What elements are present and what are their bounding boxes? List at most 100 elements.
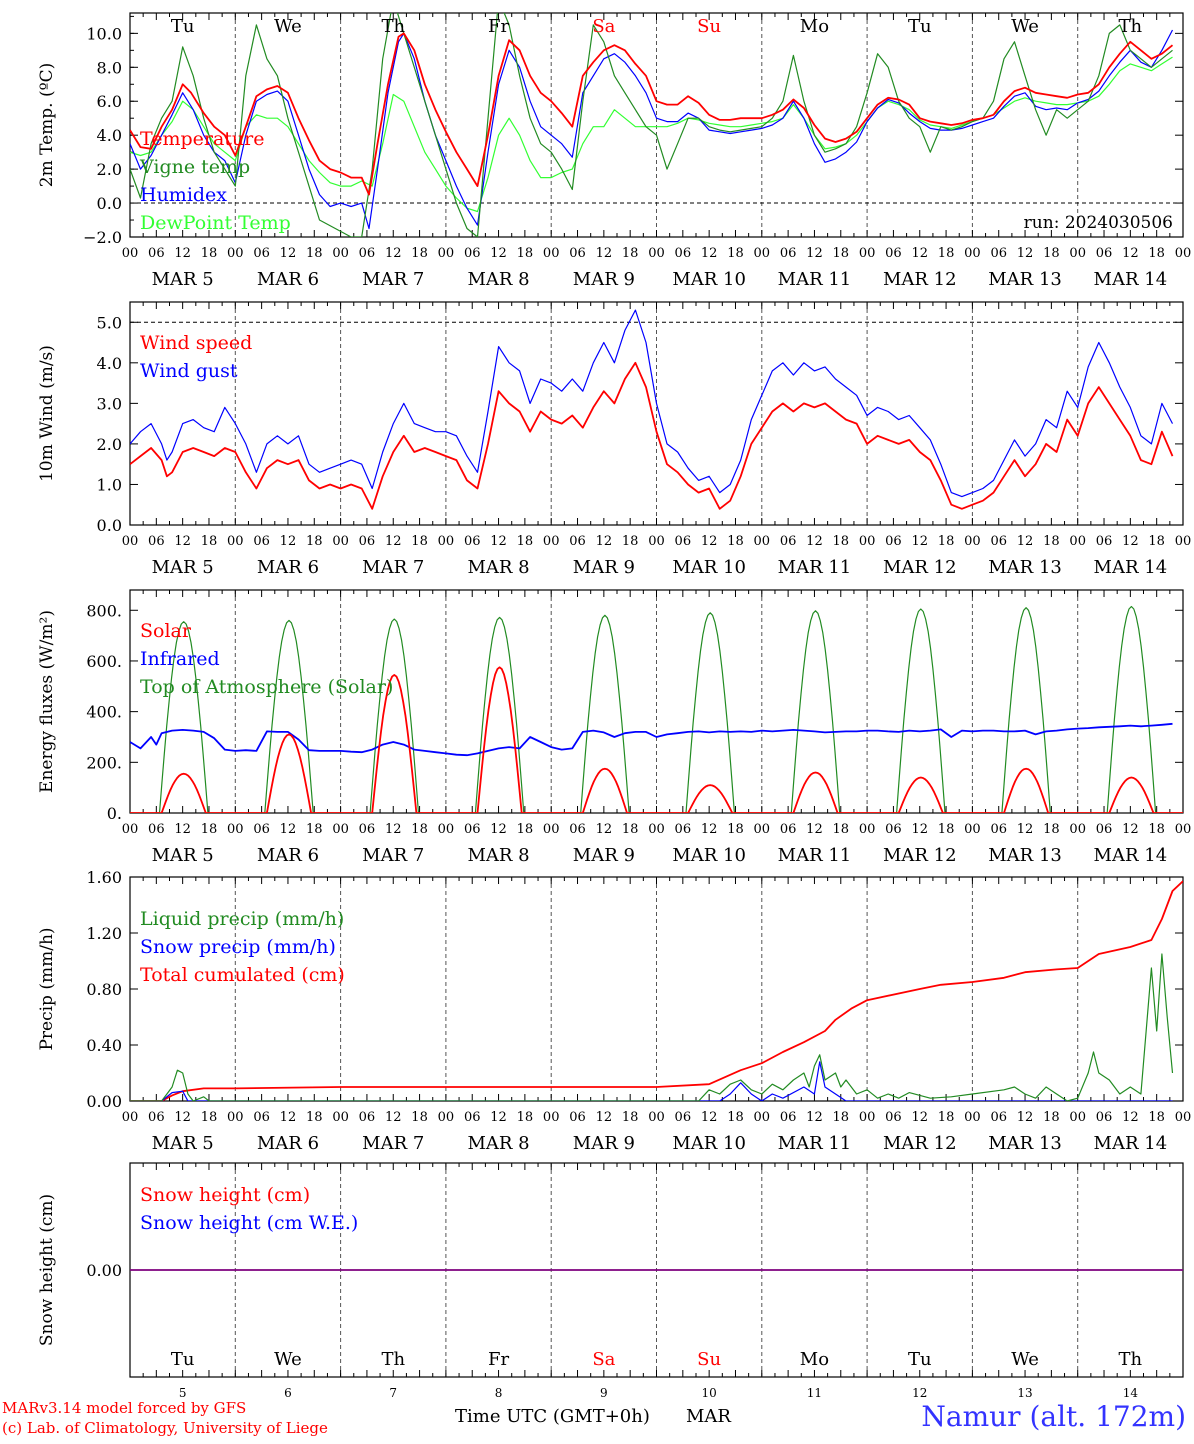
- hour-tick-label: 00: [227, 1110, 244, 1125]
- hour-tick-label: 18: [1043, 534, 1060, 549]
- date-label: MAR 11: [778, 557, 852, 578]
- hour-tick-label: 18: [306, 246, 323, 261]
- hour-tick-label: 06: [1096, 246, 1113, 261]
- hour-tick-label: 12: [596, 822, 613, 837]
- hour-tick-label: 06: [675, 1110, 692, 1125]
- series-line-solar: [130, 666, 1183, 813]
- hour-tick-label: 12: [1122, 246, 1139, 261]
- day-number-label: 6: [284, 1386, 292, 1400]
- date-label: MAR 9: [573, 1133, 635, 1154]
- hour-tick-label: 18: [833, 534, 850, 549]
- date-label: MAR 13: [988, 557, 1062, 578]
- month-label: MAR: [686, 1406, 731, 1427]
- date-label: MAR 10: [672, 269, 746, 290]
- date-label: MAR 8: [467, 269, 529, 290]
- day-name-label: Mo: [800, 1349, 829, 1370]
- hour-tick-label: 06: [253, 822, 270, 837]
- y-tick-label: −2.0: [83, 228, 122, 247]
- date-label: MAR 5: [152, 557, 214, 578]
- legend-entry: Wind speed: [140, 332, 252, 354]
- hour-tick-label: 06: [885, 1110, 902, 1125]
- legend-entry: Liquid precip (mm/h): [140, 908, 344, 930]
- date-label: MAR 11: [778, 1133, 852, 1154]
- hour-tick-label: 00: [543, 822, 560, 837]
- hour-tick-label: 06: [1096, 822, 1113, 837]
- series-line-wind-gust: [130, 309, 1174, 498]
- legend-entry: Humidex: [140, 184, 227, 206]
- hour-tick-label: 00: [227, 822, 244, 837]
- hour-tick-label: 12: [911, 1110, 928, 1125]
- hour-tick-label: 12: [596, 246, 613, 261]
- hour-tick-label: 06: [990, 534, 1007, 549]
- hour-tick-label: 00: [438, 246, 455, 261]
- hour-tick-label: 06: [675, 534, 692, 549]
- hour-tick-label: 18: [833, 822, 850, 837]
- hour-tick-label: 00: [964, 1110, 981, 1125]
- series-group: [130, 880, 1183, 1101]
- y-axis-label: Energy fluxes (W/m²): [37, 610, 57, 793]
- y-tick-label: 0.: [107, 804, 122, 823]
- series-line-snow-precip-mm-h-: [130, 1061, 1173, 1101]
- hour-tick-label: 18: [1148, 534, 1165, 549]
- hour-tick-label: 18: [1148, 1110, 1165, 1125]
- hour-tick-label: 18: [833, 1110, 850, 1125]
- day-number-label: 7: [389, 1386, 397, 1400]
- hour-tick-label: 12: [1122, 822, 1139, 837]
- date-label: MAR 11: [778, 269, 852, 290]
- run-label: run: 2024030506: [1024, 213, 1173, 233]
- day-name-label: Fr: [488, 16, 509, 37]
- series-line-humidex: [130, 29, 1174, 230]
- hour-tick-label: 12: [701, 246, 718, 261]
- hour-tick-label: 06: [780, 1110, 797, 1125]
- day-name-label: Sa: [592, 16, 615, 37]
- panel-precip: 1.60 1.20 0.80 0.40 0.00 Precip (mm/h) Liquid …: [37, 868, 1191, 1154]
- day-number-label: 12: [912, 1386, 927, 1400]
- hour-tick-label: 18: [517, 822, 534, 837]
- hour-tick-label: 06: [569, 534, 586, 549]
- day-name-label: We: [274, 16, 302, 37]
- hour-tick-label: 00: [1175, 246, 1192, 261]
- hour-tick-label: 06: [885, 822, 902, 837]
- date-label: MAR 6: [257, 269, 319, 290]
- hour-tick-label: 00: [964, 822, 981, 837]
- y-tick-label: 1.20: [86, 924, 122, 943]
- series-group: [130, 309, 1174, 510]
- panel-snow: 0.00 Snow height (cm) Snow height (cm) Snow…: [37, 1162, 1184, 1400]
- hour-tick-label: 06: [253, 534, 270, 549]
- hour-tick-label: 06: [464, 246, 481, 261]
- hour-tick-label: 00: [859, 534, 876, 549]
- hour-tick-label: 00: [648, 1110, 665, 1125]
- panel-energy: 800. 600. 400. 200. 0. Energy fluxes (W/m²) So…: [37, 589, 1191, 866]
- day-name-label: We: [1011, 16, 1039, 37]
- day-name-label: Fr: [488, 1349, 509, 1370]
- hour-tick-label: 18: [411, 534, 428, 549]
- hour-tick-label: 12: [280, 1110, 297, 1125]
- hour-tick-label: 18: [201, 246, 218, 261]
- date-label: MAR 10: [672, 557, 746, 578]
- hour-tick-label: 12: [701, 1110, 718, 1125]
- hour-tick-label: 18: [517, 246, 534, 261]
- day-name-label: Su: [697, 16, 721, 37]
- hour-tick-label: 18: [201, 1110, 218, 1125]
- hour-tick-label: 00: [122, 822, 139, 837]
- y-tick-label: 1.0: [97, 475, 122, 494]
- hour-tick-label: 18: [201, 822, 218, 837]
- hour-tick-label: 18: [938, 822, 955, 837]
- hour-tick-label: 12: [1017, 1110, 1034, 1125]
- date-label: MAR 12: [883, 845, 957, 866]
- hour-tick-label: 12: [174, 822, 191, 837]
- date-label: MAR 10: [672, 845, 746, 866]
- panel-temp: 10.0 8.0 6.0 4.0 2.0 0.0 −2.0 2m Temp. (ºC) Temp…: [37, 12, 1192, 290]
- day-name-label: Sa: [592, 1349, 615, 1370]
- hour-tick-label: 12: [1122, 1110, 1139, 1125]
- y-tick-label: 0.00: [86, 1092, 122, 1111]
- day-name-label: Th: [381, 16, 405, 37]
- hour-tick-label: 12: [280, 534, 297, 549]
- hour-tick-label: 00: [754, 534, 771, 549]
- hour-tick-label: 00: [543, 246, 560, 261]
- hour-tick-label: 06: [990, 822, 1007, 837]
- panel-wind: 5.0 4.0 3.0 2.0 1.0 0.0 10m Wind (m/s) Wind spe…: [37, 301, 1191, 578]
- y-tick-label: 200.: [86, 753, 122, 772]
- day-name-label: Tu: [171, 16, 195, 37]
